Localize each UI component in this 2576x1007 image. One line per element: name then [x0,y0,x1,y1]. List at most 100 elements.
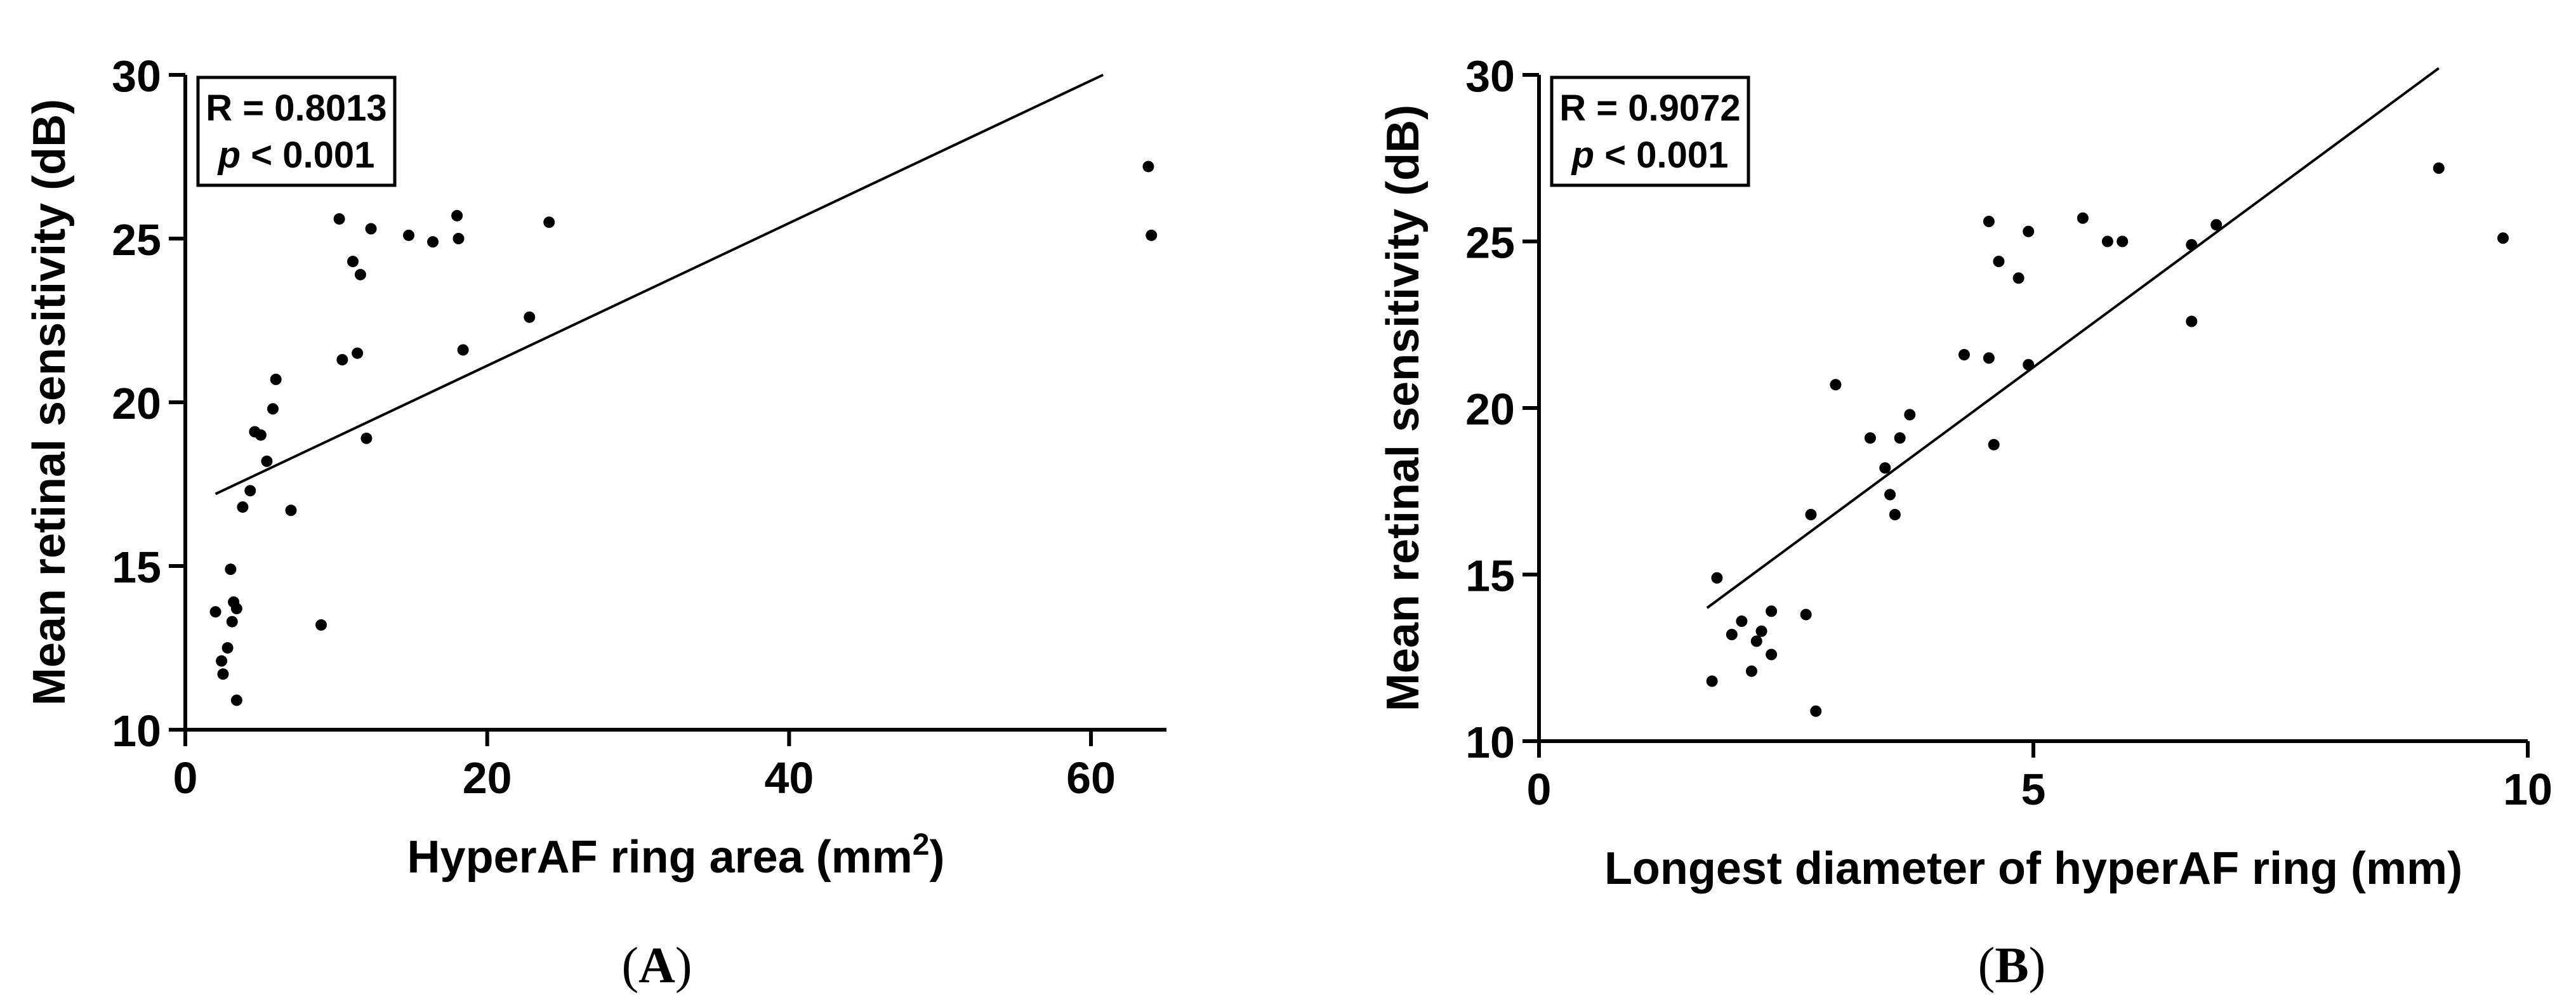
panel-b-data-point [1805,509,1817,520]
panel-a-annotation-box [196,76,397,187]
panel-b-data-point [2077,212,2089,224]
panel-b-data-point [2186,239,2198,251]
panel-a-data-point [354,268,366,280]
panel-a-data-point [244,485,256,497]
panel-b-data-point [2210,219,2223,231]
panel-b-data-point [1958,349,1970,360]
panel-a-data-point [403,229,415,241]
panel-a-x-tick-label: 60 [1066,753,1116,803]
panel-a-data-point [543,216,555,228]
panel-a-x-axis-title: HyperAF ring area (mm2) [407,828,945,883]
panel-b-data-point [1766,648,1778,661]
panel-b-label-close: ) [2029,938,2046,994]
panel-a-label: (A) [621,938,692,994]
panel-b-label-letter: B [1995,938,2028,994]
panel-b-data-point [1983,352,1995,364]
panel-a-data-point [217,668,229,680]
panel-a-data-point [365,223,377,235]
panel-a-x-axis-title-sup: 2 [913,828,930,862]
panel-a-data-point [360,432,373,444]
panel-b-data-point [2012,272,2024,284]
panel-a-data-point [451,209,463,221]
panel-a-data-point [457,344,469,356]
panel-a-x-tick-label: 40 [764,753,814,803]
panel-b-data-point [1766,605,1778,617]
panel-b-data-point [2497,232,2509,244]
panel-a-data-point [524,311,536,323]
panel-b-data-point [1706,675,1718,687]
panel-a-label-close: ) [675,938,692,994]
panel-a-data-point [254,429,267,441]
panel-b-x-tick-label: 10 [2503,765,2553,814]
panel-a-y-axis-title: Mean retinal sensitivity (dB) [24,99,75,706]
panel-a-data-point [352,347,364,359]
panel-b-y-tick-label: 20 [1465,385,1515,434]
panel-b-x-tick-label: 5 [2021,765,2046,814]
panel-b-data-point [2101,235,2113,247]
panel-b-y-tick-label: 15 [1465,551,1515,601]
panel-a: 10 15 20 25 30 0 20 40 60 Mean retinal sensitivit… [24,51,1166,994]
panel-a-data-point [230,694,242,706]
panel-a-y-tick-label: 15 [112,543,161,592]
panel-a-data-point [452,233,465,244]
panel-a-data-point [270,373,282,385]
panel-b-label-open: ( [1978,938,1995,994]
panel-a-p-value: p < 0.001 [217,135,375,176]
panel-a-y-tick-label: 30 [112,51,161,101]
panel-a-x-tick-label: 0 [173,753,198,803]
panel-a-data-point [336,353,348,365]
panel-b-data-point [2023,359,2035,371]
panel-b-p-value: p < 0.001 [1571,135,1729,176]
panel-b-data-point [1711,572,1723,584]
panel-b-data-point [1879,462,1891,474]
panel-b-y-tick-label: 25 [1465,218,1515,268]
panel-b-y-axis-title: Mean retinal sensitivity (dB) [1378,105,1429,711]
panel-a-data-point [1146,229,1158,241]
panel-a-fit-line [215,74,1104,496]
panel-b-data-point [1894,432,1906,444]
panel-a-data-point [216,655,228,667]
panel-b-y-tick-label: 10 [1465,718,1515,767]
panel-b-data-point [1745,665,1757,677]
panel-a-y-tick-label: 20 [112,379,161,428]
panel-b-data-point [1864,432,1876,444]
panel-b: 10 15 20 25 30 0 5 10 Mean retinal sensitivity (… [1378,51,2553,994]
panel-b-data-point [1830,379,1842,391]
panel-b-data-point [1904,409,1916,421]
panel-b-data-point [2023,225,2035,237]
panel-a-data-point [1142,161,1154,173]
panel-a-data-point [226,615,238,628]
panel-a-data-point [315,619,327,631]
panel-a-data-point [261,455,273,467]
panel-a-y-tick-label: 10 [112,706,161,756]
panel-b-p-text: < 0.001 [1594,135,1728,176]
panel-a-x-axis-title-main: HyperAF ring area (mm [407,832,913,883]
panel-a-data-point [221,642,234,654]
panel-b-data-point [1800,609,1812,621]
panel-b-data-point [1993,256,2005,267]
panel-a-data-point [427,236,439,248]
panel-b-data-point [1988,438,2000,451]
panel-b-y-tick-label: 30 [1465,51,1515,101]
panel-b-data-point [1983,216,1995,227]
panel-a-y-tick-label: 25 [112,215,161,265]
panel-a-p-text: < 0.001 [241,135,374,176]
panel-b-data-point [1750,635,1762,647]
panel-a-data-point [267,403,279,415]
panel-b-fit-line [1706,67,2440,609]
panel-b-data-point [1810,705,1822,717]
panel-a-p-symbol: p [217,135,241,176]
panel-a-data-point [225,563,237,576]
panel-a-data-point [347,256,359,268]
panel-b-data-point [2117,235,2129,247]
panel-b-x-axis-title-main: Longest diameter of hyperAF ring (mm) [1604,843,2462,894]
panel-b-data-point [1736,615,1748,627]
panel-a-x-tick-label: 20 [463,753,512,803]
panel-a-data-point [333,213,345,225]
panel-b-label: (B) [1978,938,2046,994]
panel-b-data-point [2186,315,2198,327]
panel-a-data-point [285,504,297,517]
panel-a-r-value: R = 0.8013 [206,88,386,129]
